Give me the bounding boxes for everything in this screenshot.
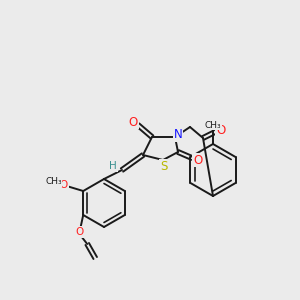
Text: S: S bbox=[160, 160, 168, 172]
Text: O: O bbox=[216, 124, 226, 136]
Text: CH₃: CH₃ bbox=[205, 121, 221, 130]
Text: H: H bbox=[109, 161, 117, 171]
Text: O: O bbox=[128, 116, 138, 128]
Text: O: O bbox=[194, 154, 202, 166]
Text: O: O bbox=[60, 180, 68, 190]
Text: CH₃: CH₃ bbox=[45, 178, 62, 187]
Text: O: O bbox=[75, 227, 83, 237]
Text: N: N bbox=[174, 128, 182, 142]
